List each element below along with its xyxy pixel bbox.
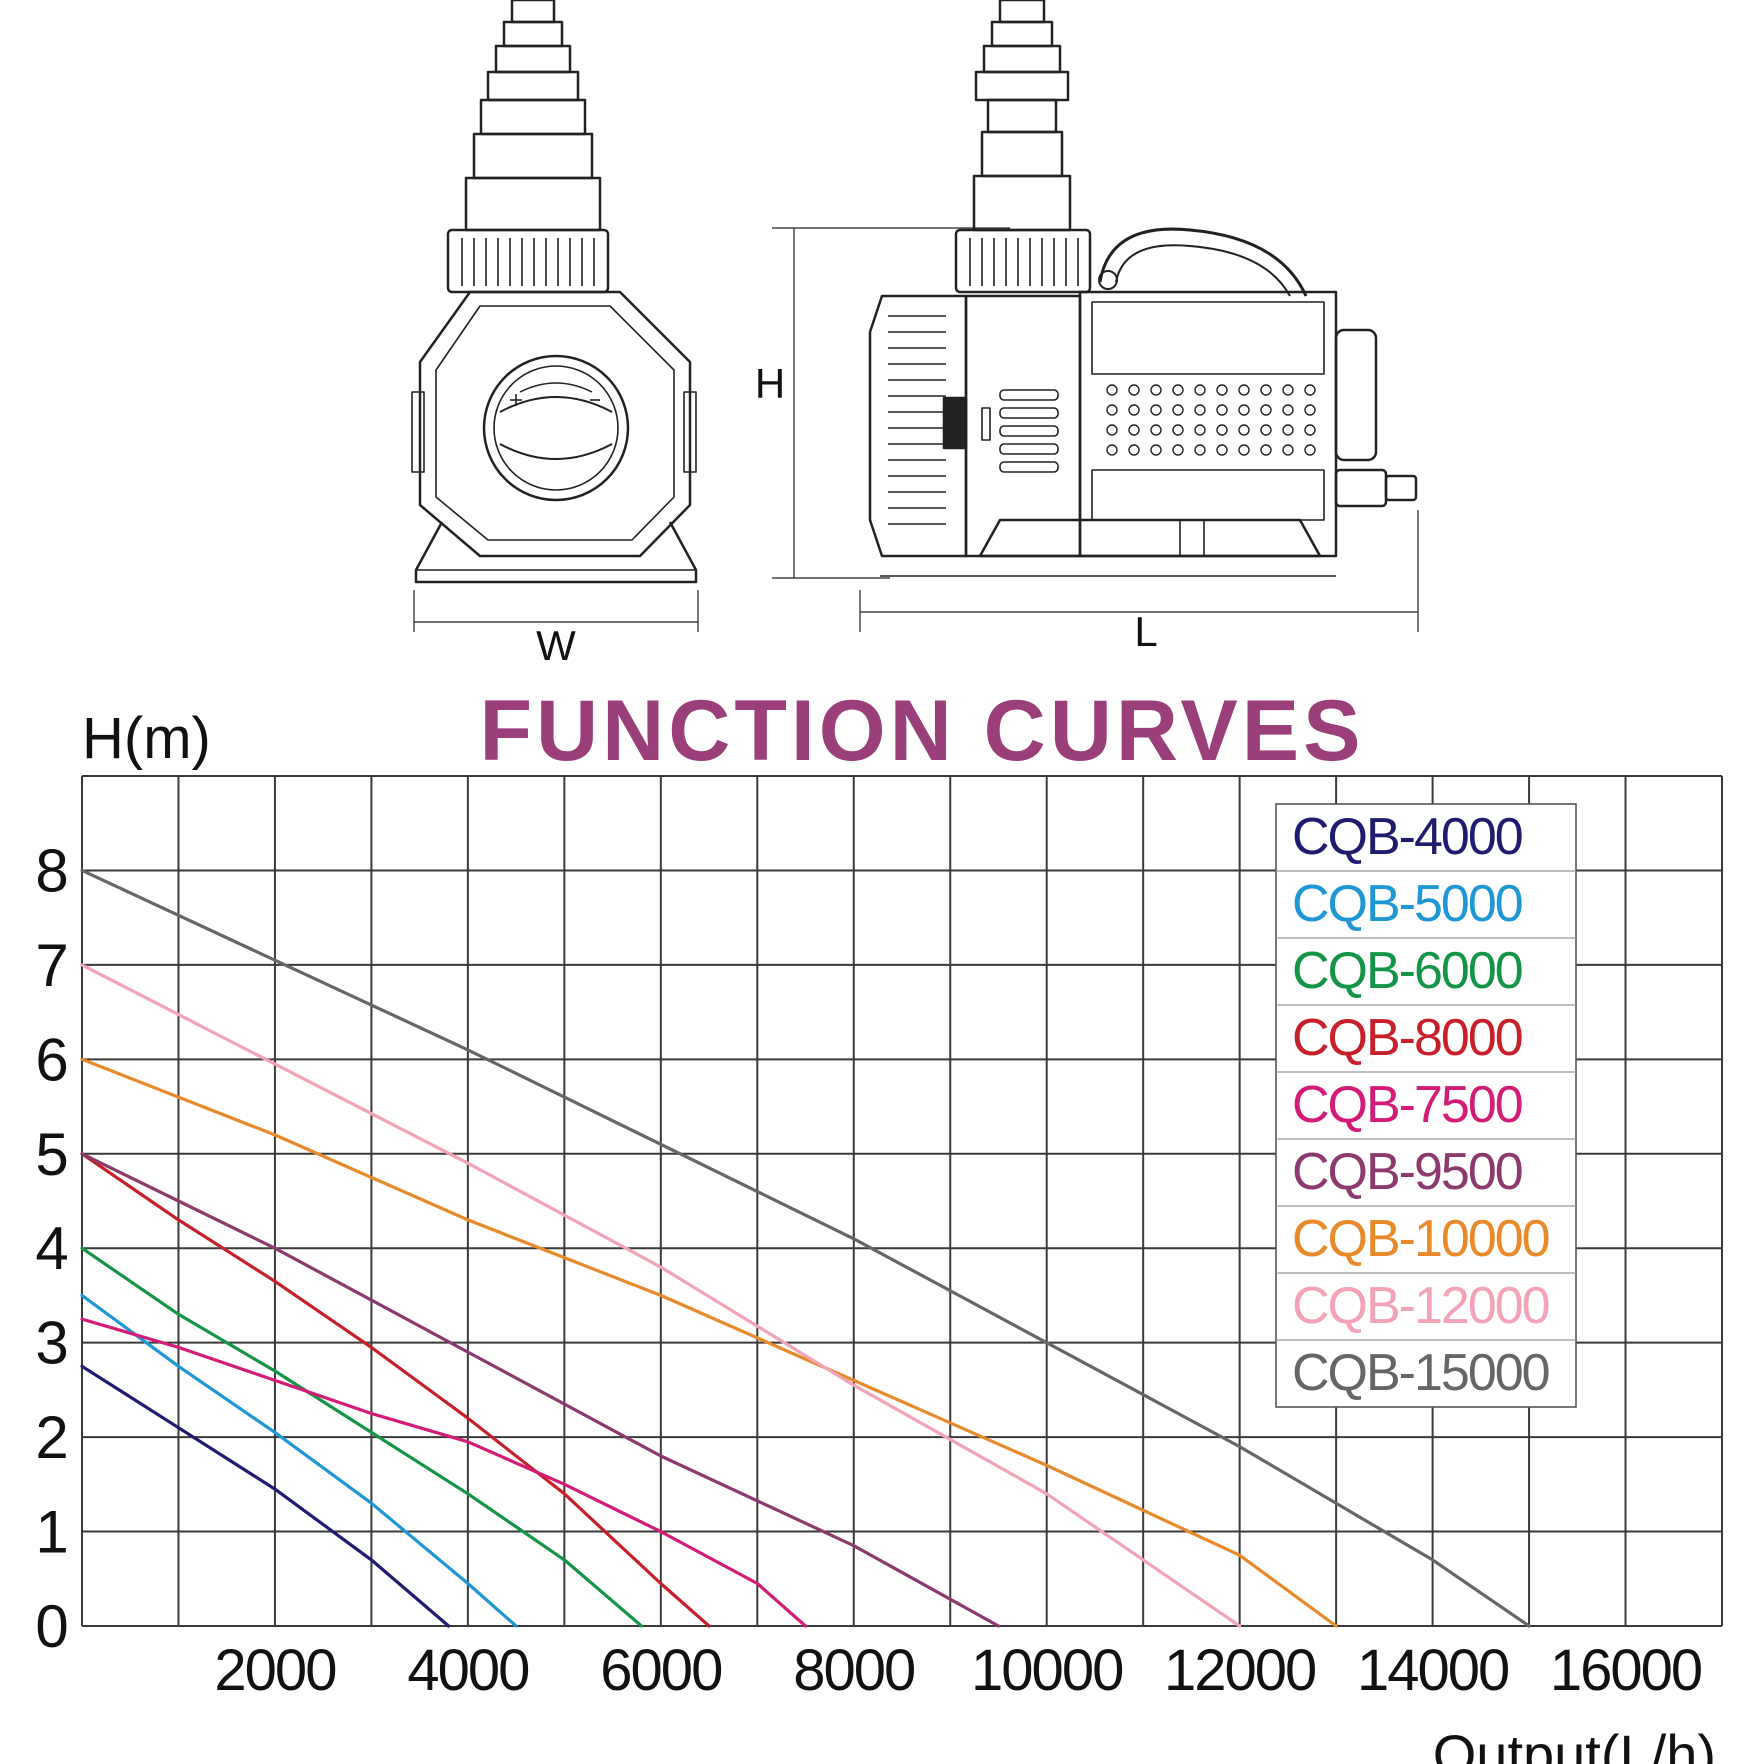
- x-tick-label: 12000: [1164, 1638, 1315, 1703]
- legend-box: [1275, 803, 1577, 1408]
- y-tick-label: 3: [35, 1310, 68, 1377]
- motor-dot-grille: [1106, 384, 1316, 456]
- y-tick-label: 4: [35, 1215, 68, 1282]
- width-dimension-label: W: [536, 622, 576, 669]
- x-tick-label: 2000: [214, 1638, 335, 1703]
- legend-item-cqb-12000: CQB-12000: [1292, 1277, 1549, 1335]
- x-tick-label: 8000: [793, 1638, 914, 1703]
- length-dimension-label: L: [1134, 608, 1157, 655]
- legend-item-cqb-9500: CQB-9500: [1292, 1143, 1522, 1201]
- x-tick-label: 6000: [600, 1638, 721, 1703]
- y-tick-label: 8: [35, 837, 68, 904]
- chart-title: FUNCTION CURVES: [479, 683, 1364, 779]
- series-line-cqb-5000: [80, 1293, 518, 1628]
- y-tick-label: 2: [35, 1404, 68, 1471]
- series-line-cqb-15000: [80, 868, 1531, 1628]
- x-tick-label: 16000: [1550, 1638, 1701, 1703]
- y-tick-label: 1: [35, 1499, 68, 1566]
- series-line-cqb-10000: [80, 1057, 1338, 1628]
- series-line-cqb-6000: [80, 1246, 644, 1628]
- height-dimension-label: H: [755, 360, 785, 407]
- side-union-nut-ribs: [969, 238, 1079, 286]
- intake-slots: [888, 315, 946, 525]
- x-tick-label: 10000: [971, 1638, 1122, 1703]
- union-nut-ribs: [461, 238, 595, 286]
- series-line-cqb-4000: [80, 1364, 451, 1628]
- legend-item-cqb-6000: CQB-6000: [1292, 942, 1522, 1000]
- series-line-cqb-9500: [80, 1152, 1001, 1628]
- y-tick-label: 6: [35, 1026, 68, 1093]
- legend-item-cqb-10000: CQB-10000: [1292, 1210, 1549, 1268]
- legend-item-cqb-8000: CQB-8000: [1292, 1009, 1522, 1067]
- y-tick-label: 7: [35, 932, 68, 999]
- legend-item-cqb-7500: CQB-7500: [1292, 1076, 1522, 1134]
- legend-item-cqb-15000: CQB-15000: [1292, 1344, 1549, 1402]
- mid-vents: [999, 389, 1059, 473]
- legend-item-cqb-5000: CQB-5000: [1292, 875, 1522, 933]
- x-tick-labels: 2000 4000 6000 8000 10000 12000 14000 16000: [214, 1638, 1703, 1703]
- x-axis-label: Output(L/h): [1433, 1723, 1716, 1764]
- y-tick-labels: 0 1 2 3 4 5 6 7 8: [35, 837, 68, 1660]
- y-axis-label: H(m): [82, 706, 211, 771]
- y-tick-label: 5: [35, 1121, 68, 1188]
- series-line-cqb-8000: [80, 1152, 711, 1628]
- y-tick-label: 0: [35, 1593, 68, 1660]
- series-line-cqb-12000: [80, 963, 1242, 1628]
- chart-series: [80, 868, 1531, 1628]
- pump-side-view: [772, 0, 1419, 632]
- pump-front-view: [411, 0, 699, 632]
- legend-item-cqb-4000: CQB-4000: [1292, 808, 1522, 866]
- x-tick-label: 14000: [1357, 1638, 1508, 1703]
- pump-drawing: [411, 0, 1419, 632]
- x-tick-label: 4000: [407, 1638, 528, 1703]
- series-line-cqb-7500: [80, 1317, 808, 1628]
- chart-legend: CQB-4000 CQB-5000 CQB-6000 CQB-8000 CQB-7500…: [1275, 803, 1577, 1408]
